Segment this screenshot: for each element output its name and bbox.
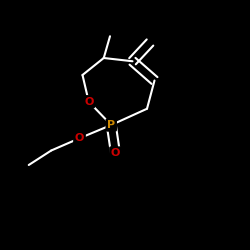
Text: O: O	[111, 148, 120, 158]
Text: P: P	[107, 120, 115, 130]
Text: O: O	[75, 133, 84, 143]
Text: O: O	[84, 97, 94, 107]
